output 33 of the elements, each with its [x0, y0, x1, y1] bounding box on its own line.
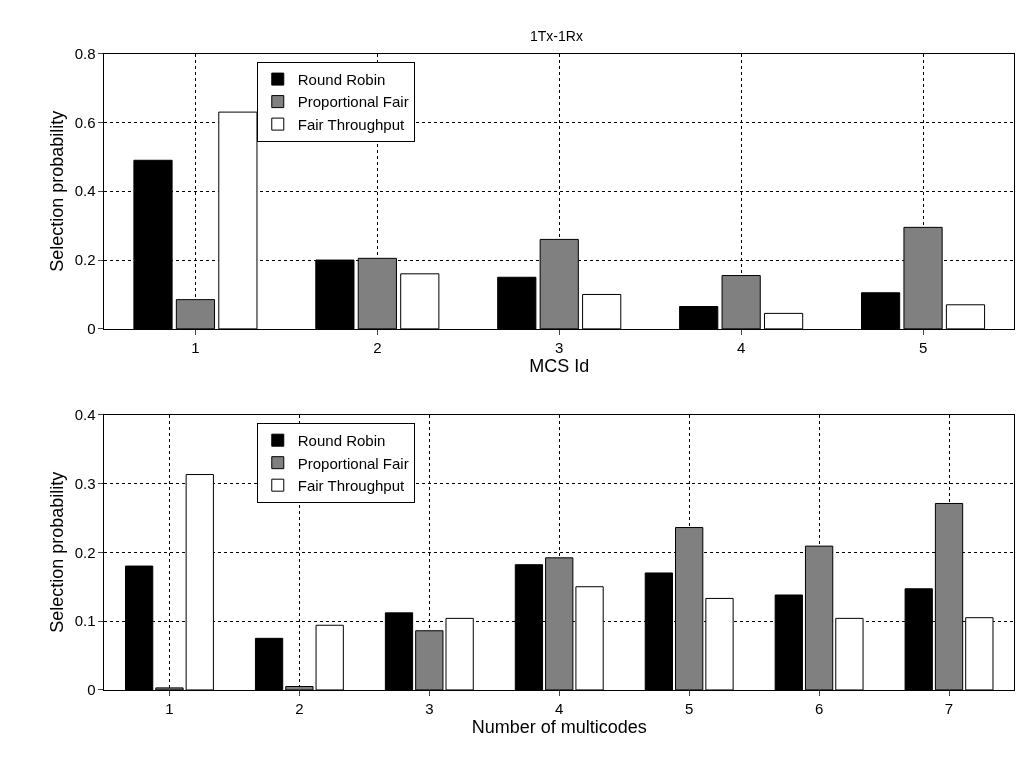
x-tick-label: 5 — [685, 699, 694, 717]
legend-label: Round Robin — [297, 70, 386, 88]
y-tick-label: 0.1 — [74, 612, 96, 630]
x-tick-label: 5 — [918, 338, 928, 356]
y-axis-title: Selection probability — [46, 110, 67, 272]
legend-label: Round Robin — [297, 432, 386, 450]
x-tick-label: 4 — [555, 699, 564, 717]
x-tick-label: 6 — [814, 699, 824, 717]
legend-label: Proportional Fair — [297, 93, 409, 111]
y-axis-title: Selection probability — [46, 471, 67, 633]
x-tick-label: 3 — [425, 699, 434, 717]
x-tick-label: 1 — [191, 338, 200, 356]
x-tick-label: 4 — [736, 338, 746, 356]
y-tick-label: 0.4 — [74, 405, 96, 423]
legend-label: Fair Throughput — [297, 477, 406, 495]
y-tick-label: 0.8 — [74, 44, 96, 62]
y-tick-label: 0.3 — [74, 474, 96, 492]
legend-label: Fair Throughput — [297, 115, 406, 133]
y-tick-label: 0.2 — [74, 251, 96, 269]
legend-label: Proportional Fair — [297, 454, 409, 472]
y-tick-label: 0 — [87, 320, 96, 338]
y-tick-label: 0.2 — [74, 543, 96, 561]
x-tick-label: 3 — [555, 338, 564, 356]
x-tick-label: 2 — [373, 338, 382, 356]
x-tick-label: 7 — [944, 699, 954, 717]
y-tick-label: 0.6 — [74, 113, 96, 131]
x-tick-label: 2 — [295, 699, 304, 717]
x-axis-title: Number of multicodes — [471, 717, 647, 738]
chart-title: 1Tx-1Rx — [530, 28, 583, 44]
y-tick-label: 0.4 — [74, 182, 96, 200]
y-tick-label: 0 — [87, 681, 96, 699]
x-tick-label: 1 — [165, 699, 174, 717]
x-axis-title: MCS Id — [529, 355, 590, 376]
